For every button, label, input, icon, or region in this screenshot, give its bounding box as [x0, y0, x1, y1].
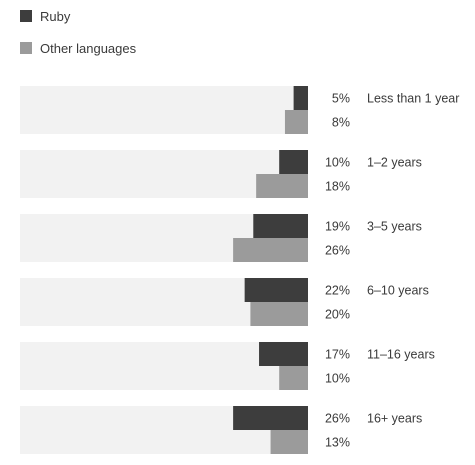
- value-label-ruby: 19%: [325, 220, 350, 234]
- value-label-ruby: 17%: [325, 348, 350, 362]
- category-label: Less than 1 year: [367, 92, 459, 106]
- category-label: 11–16 years: [367, 348, 435, 362]
- value-label-other-languages: 26%: [325, 244, 350, 258]
- value-label-ruby: 26%: [325, 412, 350, 426]
- bar-other-languages: [270, 430, 308, 454]
- value-label-other-languages: 8%: [332, 116, 350, 130]
- category-label: 1–2 years: [367, 156, 422, 170]
- legend-swatch-ruby: [20, 10, 32, 22]
- bar-other-languages: [284, 110, 308, 134]
- bar-other-languages: [233, 238, 308, 262]
- bar-ruby: [259, 342, 308, 366]
- value-label-other-languages: 10%: [325, 372, 350, 386]
- bar-ruby: [233, 406, 308, 430]
- bar-ruby: [279, 150, 308, 174]
- chart-legend: Ruby Other languages: [20, 6, 136, 70]
- value-label-ruby: 5%: [332, 92, 350, 106]
- legend-label-other-languages: Other languages: [40, 40, 137, 56]
- bar-track: [20, 86, 308, 134]
- bar-other-languages: [250, 302, 308, 326]
- category-label: 3–5 years: [367, 220, 422, 234]
- value-label-other-languages: 13%: [325, 436, 350, 450]
- category-label: 16+ years: [367, 412, 422, 426]
- value-label-ruby: 10%: [325, 156, 350, 170]
- value-label-other-languages: 20%: [325, 308, 350, 322]
- bar-ruby: [293, 86, 308, 110]
- legend-swatch-other-languages: [20, 42, 32, 54]
- bar-other-languages: [279, 366, 308, 390]
- bar-ruby: [244, 278, 308, 302]
- legend-item-other-languages: Other languages: [20, 38, 136, 58]
- bar-ruby: [253, 214, 308, 238]
- bar-other-languages: [256, 174, 308, 198]
- value-label-other-languages: 18%: [325, 180, 350, 194]
- value-label-ruby: 22%: [325, 284, 350, 298]
- legend-label-ruby: Ruby: [40, 8, 71, 24]
- legend-item-ruby: Ruby: [20, 6, 136, 26]
- category-label: 6–10 years: [367, 284, 429, 298]
